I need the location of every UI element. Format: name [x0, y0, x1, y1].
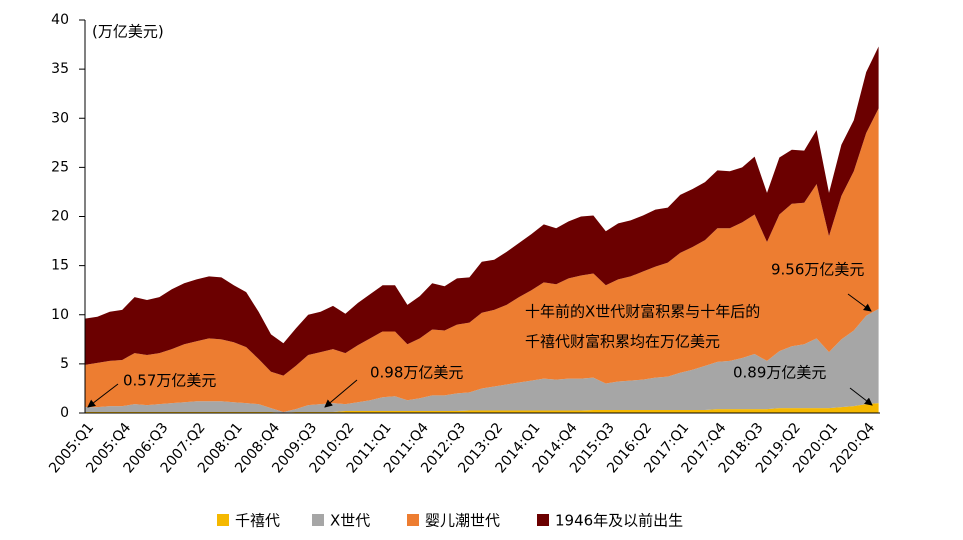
annotation: 0.57万亿美元 [123, 372, 216, 390]
area [85, 108, 879, 413]
legend-label: 千禧代 [235, 512, 280, 530]
arrow [849, 387, 873, 406]
y-tick-label: 5 [60, 356, 69, 372]
legend-swatch [217, 514, 229, 526]
legend-swatch [537, 514, 549, 526]
legend-swatch [312, 514, 324, 526]
y-tick-label: 10 [51, 307, 69, 323]
area [85, 403, 879, 413]
annotation: 千禧代财富积累均在万亿美元 [525, 333, 720, 351]
annotation: 9.56万亿美元 [771, 261, 864, 279]
legend-label: 1946年及以前出生 [555, 512, 683, 530]
arrow [87, 383, 119, 408]
annotation: 十年前的X世代财富积累与十年后的 [525, 303, 760, 321]
annotation: 0.89万亿美元 [733, 364, 826, 382]
arrow [324, 379, 358, 408]
arrow [847, 293, 872, 312]
unit-label: (万亿美元) [92, 23, 164, 41]
y-tick-label: 20 [51, 209, 69, 225]
y-tick-label: 15 [51, 258, 69, 274]
y-tick-label: 40 [51, 12, 69, 28]
annotation: 0.98万亿美元 [370, 364, 463, 382]
legend-label: 婴儿潮世代 [425, 512, 500, 530]
legend-swatch [407, 514, 419, 526]
y-tick-label: 35 [51, 61, 69, 77]
area [85, 46, 879, 376]
y-tick-label: 25 [51, 159, 69, 175]
y-tick-label: 30 [51, 110, 69, 126]
legend: 千禧代 X世代 婴儿潮世代 1946年及以前出生 [217, 512, 683, 530]
plot-area [85, 46, 879, 413]
legend-label: X世代 [330, 512, 370, 530]
area [85, 308, 879, 413]
y-tick-label: 0 [60, 405, 69, 421]
